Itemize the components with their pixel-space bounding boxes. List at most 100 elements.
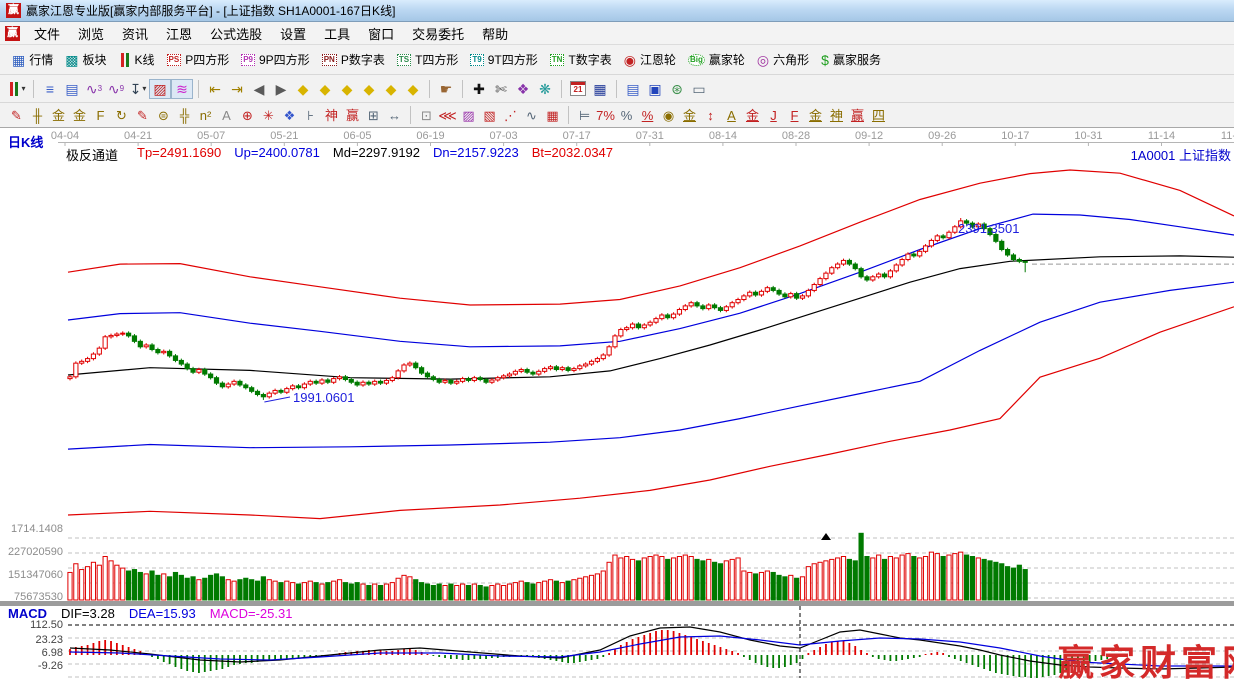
menu-item-trade[interactable]: 交易委托 xyxy=(412,26,465,42)
shen-angle-icon[interactable]: 神 xyxy=(829,107,843,123)
menu-item-browse[interactable]: 浏览 xyxy=(78,26,105,42)
f-grid-icon[interactable]: F xyxy=(96,107,105,123)
period-label: 日K线 xyxy=(8,135,44,150)
diamond-h-compress-icon[interactable]: ◆ xyxy=(363,80,375,97)
j-angle-icon[interactable]: J xyxy=(770,107,777,123)
9t-square-button[interactable]: T9 9T四方形 xyxy=(464,48,543,72)
diamond-h-expand-icon[interactable]: ◆ xyxy=(341,80,353,97)
ying-angle-icon[interactable]: 赢 xyxy=(850,107,864,123)
gann-wheel-button[interactable]: ◉ 江恩轮 xyxy=(618,48,682,72)
ruler-tool-icon[interactable]: ⊦ xyxy=(307,107,314,123)
ying-tool-icon[interactable]: 赢 xyxy=(345,107,359,123)
wave9-icon[interactable]: ∿ 9 xyxy=(107,80,125,97)
winner-wheel-button[interactable]: Big 赢家轮 xyxy=(682,48,751,72)
report-icon[interactable]: ▤ xyxy=(626,80,640,97)
seven-percent-icon[interactable]: 7% xyxy=(596,107,615,123)
diamond-left-icon[interactable]: ◆ xyxy=(297,80,309,97)
t-number-table-button[interactable]: TN T数字表 xyxy=(544,48,618,72)
fan-lines-icon[interactable]: ⋘ xyxy=(438,107,457,123)
menu-item-help[interactable]: 帮助 xyxy=(482,26,509,42)
a-channel-icon[interactable]: A xyxy=(727,107,736,123)
sectors-button[interactable]: ▩ 板块 xyxy=(59,48,112,72)
overlay-grid-b-icon[interactable]: ▧ xyxy=(483,107,496,123)
menu-item-formula-picker[interactable]: 公式选股 xyxy=(210,26,263,42)
hand-tool-icon[interactable]: ☛ xyxy=(439,80,453,97)
kline-button[interactable]: K线 xyxy=(113,48,161,72)
scissors-icon[interactable]: ✄ xyxy=(495,80,507,97)
dense-grid-icon[interactable]: ▦ xyxy=(546,107,559,123)
channel-bottom-line xyxy=(67,306,1234,520)
t-square-button[interactable]: TS T四方形 xyxy=(391,48,465,72)
web-tool-icon[interactable]: ✳ xyxy=(263,107,274,123)
gold-grid-a-icon[interactable]: 金 xyxy=(51,107,65,123)
save-icon[interactable]: ▣ xyxy=(648,80,662,97)
shen-tool-icon[interactable]: 神 xyxy=(324,107,338,123)
grid-tool-icon[interactable]: ╬ xyxy=(179,107,190,123)
width-tool-icon[interactable]: ↔ xyxy=(388,107,401,123)
menu-item-news[interactable]: 资讯 xyxy=(122,26,149,42)
export-icon[interactable]: ⊛ xyxy=(671,80,683,97)
macd-axis-label: 6.98 xyxy=(41,647,63,659)
overlay-grid-a-icon[interactable]: ▨ xyxy=(462,107,475,123)
last-bar-icon[interactable]: ⇥ xyxy=(231,80,243,97)
wave-tool-icon[interactable]: ∿ xyxy=(526,107,537,123)
crosshair-icon[interactable]: ✚ xyxy=(473,80,485,97)
quotes-button[interactable]: ▦ 行情 xyxy=(6,48,59,72)
menu-item-window[interactable]: 窗口 xyxy=(368,26,395,42)
calculator-icon[interactable]: ▦ xyxy=(593,80,607,97)
four-angle-icon[interactable]: 四 xyxy=(871,107,885,123)
first-bar-icon[interactable]: ⇤ xyxy=(209,80,221,97)
gold-channel-icon[interactable]: 金 xyxy=(745,107,759,123)
menu-item-file[interactable]: 文件 xyxy=(34,26,61,42)
f-angle-icon[interactable]: F xyxy=(790,107,799,123)
percent-icon[interactable]: % xyxy=(620,107,633,123)
ellipse-tool-icon[interactable]: ⊜ xyxy=(158,107,169,123)
print-icon[interactable]: ▭ xyxy=(692,80,706,97)
gold-lines-icon[interactable]: 金 xyxy=(682,107,696,123)
mask-tool-icon[interactable]: ❖ xyxy=(516,80,530,97)
winner-service-button[interactable]: $ 赢家服务 xyxy=(815,48,887,72)
candle-style-dropdown[interactable]: ▾ xyxy=(6,79,28,99)
gold-grid-b-icon[interactable]: 金 xyxy=(72,107,86,123)
spiral-tool-icon[interactable]: ↻ xyxy=(116,107,127,123)
color-bars-icon[interactable]: ≋ xyxy=(171,78,193,99)
menu-item-gann[interactable]: 江恩 xyxy=(166,26,193,42)
gann-target-icon[interactable]: ⊕ xyxy=(242,107,253,123)
chart-svg[interactable]: 04-04 04-21 05-07 05-21 06-05 06-19 07-03 07-17… xyxy=(0,128,1234,679)
hexagon-button[interactable]: ◎ 六角形 xyxy=(751,48,815,72)
menu-item-settings[interactable]: 设置 xyxy=(280,26,307,42)
info-list-icon[interactable]: ▤ xyxy=(65,80,79,97)
slash-lines-icon[interactable]: ⋰ xyxy=(504,107,517,123)
angle-a-tool-icon[interactable]: A xyxy=(222,107,231,123)
percent-lines-icon[interactable]: % xyxy=(641,107,654,123)
region-pattern-icon[interactable]: ▨ xyxy=(149,78,171,99)
pattern-box-icon[interactable]: ≡ xyxy=(45,80,55,97)
menu-item-tools[interactable]: 工具 xyxy=(324,26,351,42)
web-grid-icon[interactable]: ❖ xyxy=(283,107,296,123)
price-ruler-icon[interactable]: ⊨ xyxy=(578,107,591,123)
box-select-icon[interactable]: ⊡ xyxy=(421,107,432,123)
p-number-table-button[interactable]: PN P数字表 xyxy=(316,48,391,72)
svg-text:07-03: 07-03 xyxy=(490,130,518,142)
diamond-v-expand-icon[interactable]: ◆ xyxy=(385,80,397,97)
calendar-icon[interactable]: 21 xyxy=(567,79,589,99)
p-square-button[interactable]: PS P四方形 xyxy=(161,48,236,72)
gold-angle-icon[interactable]: 金 xyxy=(808,107,822,123)
9p-square-button[interactable]: P9 9P四方形 xyxy=(235,48,315,72)
wave3-icon[interactable]: ∿ 3 xyxy=(85,80,103,97)
prev-bar-icon[interactable]: ◀ xyxy=(253,80,265,97)
diamond-right-icon[interactable]: ◆ xyxy=(319,80,331,97)
diamond-v-compress-icon[interactable]: ◆ xyxy=(407,80,419,97)
gold-circle-icon[interactable]: ◉ xyxy=(662,107,675,123)
gann-grid-icon[interactable]: ╫ xyxy=(32,107,43,123)
candle-pen-icon[interactable]: ↕ xyxy=(707,107,714,123)
pen-tool-icon[interactable]: ✎ xyxy=(11,107,22,123)
n-square-tool-icon[interactable]: n² xyxy=(199,107,212,123)
quotes-button-label: 行情 xyxy=(29,53,54,67)
title-bar: 赢 赢家江恩专业版[赢家内部服务平台] - [上证指数 SH1A0001-167… xyxy=(0,0,1234,22)
number-ruler-icon[interactable]: ⊞ xyxy=(368,107,379,123)
pin-dropdown-icon[interactable]: ↧ ▾ xyxy=(129,80,147,97)
next-bar-icon[interactable]: ▶ xyxy=(275,80,287,97)
brain-tool-icon[interactable]: ❋ xyxy=(539,80,551,97)
brush-tool-icon[interactable]: ✎ xyxy=(137,107,148,123)
